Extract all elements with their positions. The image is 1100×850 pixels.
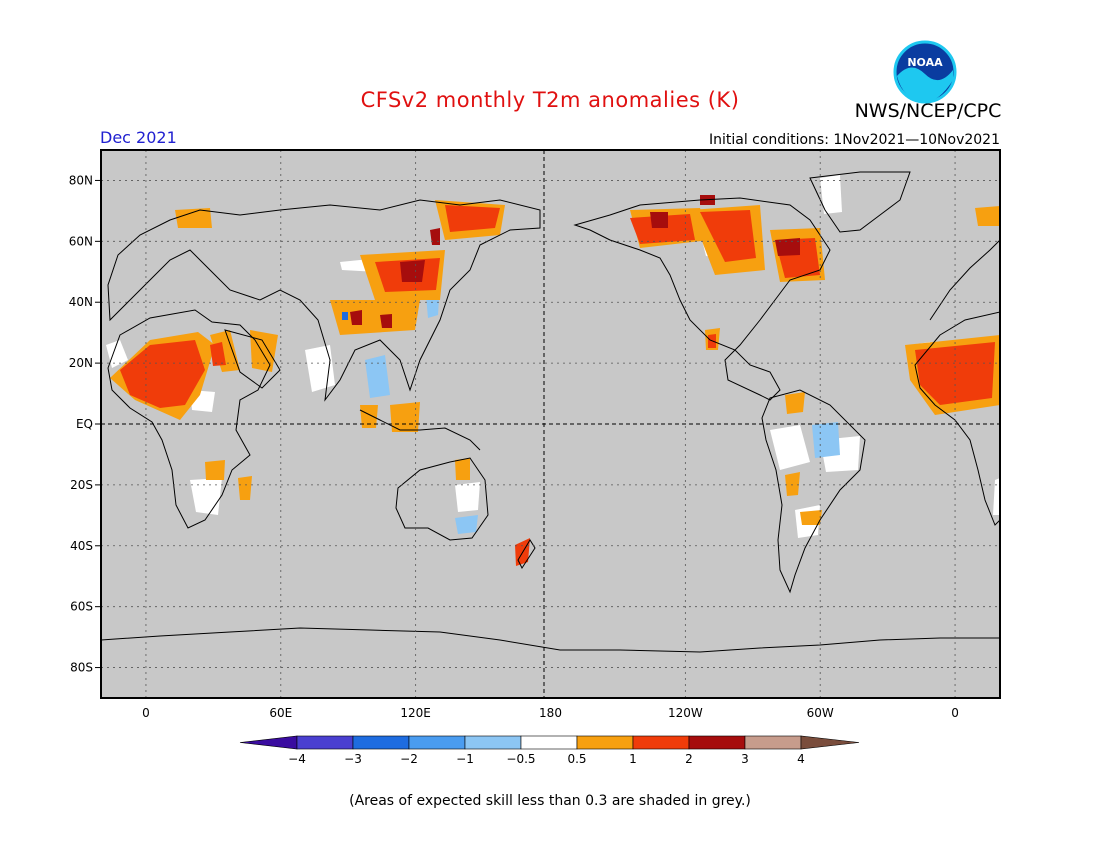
colorbar-bin [744, 735, 802, 750]
colorbar: −4 −3 −2 −1 −0.5 0.5 1 2 3 4 [239, 735, 860, 766]
anomaly-layer [106, 175, 1000, 566]
lat-tick-label: 40S [70, 539, 93, 553]
lat-tick-label: 60N [69, 234, 93, 248]
lon-tick-label: 0 [142, 706, 150, 720]
colorbar-label: 2 [685, 752, 693, 766]
colorbar-label: 4 [797, 752, 805, 766]
initial-conditions: Initial conditions: 1Nov2021—10Nov2021 [708, 132, 1000, 148]
lon-tick-label: 60W [807, 706, 834, 720]
noaa-logo-icon: NOAA [893, 40, 957, 104]
valid-month: Dec 2021 [100, 128, 177, 147]
colorbar-bin [800, 735, 860, 750]
lat-tick-label: 80S [70, 661, 93, 675]
lon-tick-label: 60E [269, 706, 292, 720]
colorbar-bin [408, 735, 466, 750]
colorbar-label: −1 [456, 752, 474, 766]
agency-label: NWS/NCEP/CPC [854, 100, 1002, 122]
colorbar-bin [520, 735, 578, 750]
lon-tick-label: 0 [951, 706, 959, 720]
colorbar-bin [352, 735, 410, 750]
noaa-logo-text: NOAA [907, 56, 943, 69]
colorbar-bin [464, 735, 522, 750]
lat-lon-grid [101, 150, 1000, 698]
lat-axis: 80N 60N 40N 20N EQ 20S 40S 60S 80S [69, 173, 101, 675]
footnote: (Areas of expected skill less than 0.3 a… [349, 793, 751, 809]
lat-tick-label: 40N [69, 295, 93, 309]
lat-tick-label: EQ [76, 417, 93, 431]
colorbar-label: 0.5 [567, 752, 586, 766]
lon-axis: 0 60E 120E 180 120W 60W 0 [142, 706, 959, 720]
colorbar-bin [632, 735, 690, 750]
coastlines [101, 171, 1000, 653]
colorbar-label: 3 [741, 752, 749, 766]
colorbar-label: −0.5 [506, 752, 535, 766]
colorbar-bin [576, 735, 634, 750]
colorbar-bin [239, 735, 298, 750]
colorbar-label: −3 [344, 752, 362, 766]
colorbar-bin [688, 735, 746, 750]
colorbar-label: 1 [629, 752, 637, 766]
lon-tick-label: 180 [539, 706, 562, 720]
colorbar-bin [296, 735, 354, 750]
lon-tick-label: 120E [400, 706, 431, 720]
map-title: CFSv2 monthly T2m anomalies (K) [360, 88, 740, 112]
lon-tick-label: 120W [668, 706, 703, 720]
lat-tick-label: 80N [69, 173, 93, 187]
lat-tick-label: 20N [69, 356, 93, 370]
lat-tick-label: 20S [70, 478, 93, 492]
colorbar-label: −2 [400, 752, 418, 766]
colorbar-label: −4 [288, 752, 306, 766]
lat-tick-label: 60S [70, 600, 93, 614]
